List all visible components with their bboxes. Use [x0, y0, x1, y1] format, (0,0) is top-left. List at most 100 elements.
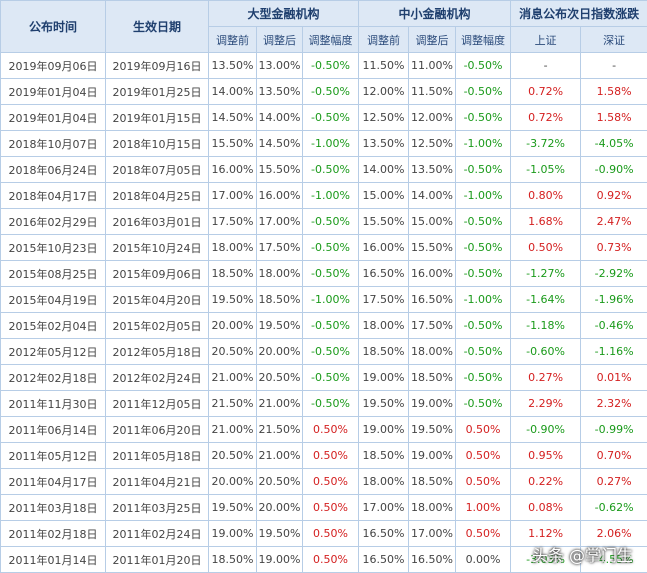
cell: -1.18% [511, 313, 581, 339]
cell: 0.50% [303, 547, 359, 573]
cell: -1.00% [456, 131, 511, 157]
cell: -3.72% [511, 131, 581, 157]
cell: 0.50% [303, 521, 359, 547]
cell: 2018年10月15日 [106, 131, 209, 157]
cell: 2018年04月25日 [106, 183, 209, 209]
cell: 18.50% [359, 443, 409, 469]
cell: 2019年09月06日 [1, 53, 106, 79]
cell: 1.58% [581, 79, 647, 105]
cell: 2011年12月05日 [106, 391, 209, 417]
cell: -0.50% [456, 365, 511, 391]
sub-header: 调整后 [409, 27, 456, 53]
cell: 17.50% [359, 287, 409, 313]
cell: -0.50% [456, 209, 511, 235]
cell: 12.00% [409, 105, 456, 131]
cell: 1.68% [511, 209, 581, 235]
cell: 19.00% [209, 521, 257, 547]
cell: -0.50% [303, 53, 359, 79]
cell: 17.00% [409, 521, 456, 547]
cell: -0.50% [303, 209, 359, 235]
cell: 18.00% [209, 235, 257, 261]
cell: 20.50% [209, 339, 257, 365]
cell: 0.01% [581, 365, 647, 391]
cell: 0.73% [581, 235, 647, 261]
cell: 12.50% [409, 131, 456, 157]
cell: -0.46% [581, 313, 647, 339]
cell: 17.00% [257, 209, 303, 235]
cell: 18.00% [359, 313, 409, 339]
cell: 2016年03月01日 [106, 209, 209, 235]
cell: 14.00% [209, 79, 257, 105]
cell: 20.00% [209, 469, 257, 495]
cell: 18.50% [359, 339, 409, 365]
cell: 2011年05月12日 [1, 443, 106, 469]
cell: -1.00% [456, 183, 511, 209]
cell: - [511, 53, 581, 79]
watermark: 头条 @掌门生 [532, 542, 633, 566]
cell: -0.50% [303, 365, 359, 391]
cell: 2015年02月05日 [106, 313, 209, 339]
cell: 2015年08月25日 [1, 261, 106, 287]
sub-header: 调整幅度 [456, 27, 511, 53]
cell: 15.50% [359, 209, 409, 235]
cell: -0.50% [456, 53, 511, 79]
cell: -0.50% [456, 157, 511, 183]
cell: 15.50% [257, 157, 303, 183]
cell: -0.50% [456, 235, 511, 261]
cell: 16.00% [209, 157, 257, 183]
cell: -1.27% [511, 261, 581, 287]
cell: 14.00% [257, 105, 303, 131]
cell: 2011年06月14日 [1, 417, 106, 443]
cell: -0.50% [303, 261, 359, 287]
cell: 0.50% [303, 469, 359, 495]
cell: 20.50% [209, 443, 257, 469]
cell: 13.50% [257, 79, 303, 105]
cell: 2018年10月07日 [1, 131, 106, 157]
cell: 0.72% [511, 105, 581, 131]
cell: 0.92% [581, 183, 647, 209]
cell: 19.00% [409, 443, 456, 469]
cell: 21.50% [257, 417, 303, 443]
cell: -1.96% [581, 287, 647, 313]
cell: 2018年07月05日 [106, 157, 209, 183]
cell: 15.00% [359, 183, 409, 209]
cell: 12.00% [359, 79, 409, 105]
cell: 0.50% [303, 417, 359, 443]
cell: 18.00% [257, 261, 303, 287]
cell: -0.50% [456, 339, 511, 365]
cell: 1.00% [456, 495, 511, 521]
cell: 19.50% [257, 521, 303, 547]
cell: 2018年04月17日 [1, 183, 106, 209]
cell: 0.72% [511, 79, 581, 105]
sub-header: 调整幅度 [303, 27, 359, 53]
cell: 2015年09月06日 [106, 261, 209, 287]
cell: -0.50% [456, 313, 511, 339]
cell: 2011年03月18日 [1, 495, 106, 521]
cell: -0.50% [303, 313, 359, 339]
cell: 21.00% [257, 443, 303, 469]
cell: 15.50% [409, 235, 456, 261]
cell: 0.50% [456, 469, 511, 495]
cell: 2019年01月04日 [1, 105, 106, 131]
cell: -0.50% [456, 261, 511, 287]
sub-header: 深证 [581, 27, 647, 53]
cell: 2011年02月24日 [106, 521, 209, 547]
sub-header: 上证 [511, 27, 581, 53]
cell: -0.62% [581, 495, 647, 521]
cell: 2.29% [511, 391, 581, 417]
